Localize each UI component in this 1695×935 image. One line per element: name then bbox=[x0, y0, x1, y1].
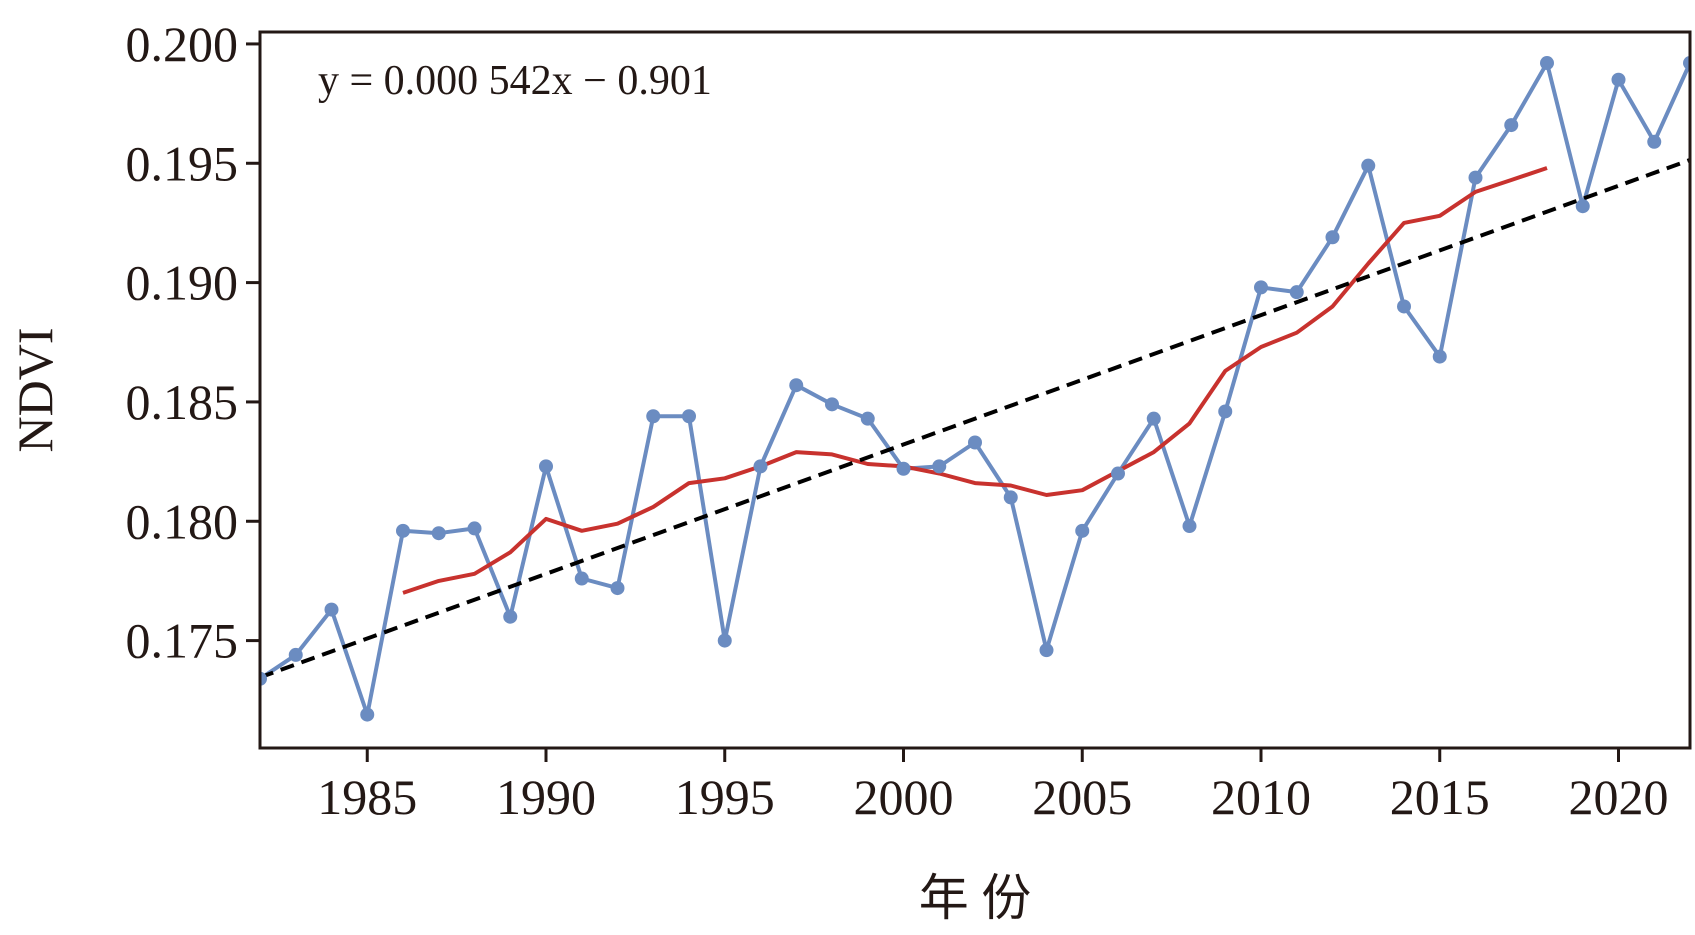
y-tick-label-0.175: 0.175 bbox=[126, 613, 239, 669]
y-tick-label-0.185: 0.185 bbox=[126, 374, 239, 430]
y-tick-label-0.195: 0.195 bbox=[126, 135, 239, 191]
x-tick-label-1990: 1990 bbox=[496, 769, 596, 825]
observed-point-1994 bbox=[682, 409, 696, 424]
y-tick-label-0.200: 0.200 bbox=[126, 16, 239, 72]
observed-point-2005 bbox=[1075, 523, 1090, 538]
observed-point-2006 bbox=[1111, 466, 1125, 481]
observed-point-1998 bbox=[825, 397, 839, 412]
observed-point-2022 bbox=[1683, 56, 1690, 71]
x-tick-label-2000: 2000 bbox=[854, 769, 954, 825]
observed-point-1988 bbox=[467, 521, 482, 536]
plot-area bbox=[260, 56, 1690, 722]
x-axis-title: 年 份 bbox=[919, 870, 1032, 926]
observed-point-2010 bbox=[1254, 280, 1268, 295]
observed-point-2013 bbox=[1361, 158, 1376, 173]
y-tick-label-0.180: 0.180 bbox=[126, 493, 239, 549]
observed-point-1991 bbox=[574, 571, 589, 586]
plot-frame bbox=[258, 30, 1692, 750]
observed-point-1992 bbox=[610, 581, 625, 596]
observed-point-1987 bbox=[431, 526, 446, 541]
observed-point-2015 bbox=[1432, 349, 1447, 364]
observed-point-2021 bbox=[1647, 134, 1662, 149]
observed-point-1989 bbox=[503, 609, 518, 624]
x-tick-label-2005: 2005 bbox=[1032, 769, 1132, 825]
observed-point-1999 bbox=[860, 411, 875, 426]
observed-point-1986 bbox=[396, 523, 410, 538]
trend-equation: y = 0.000 542x − 0.901 bbox=[318, 58, 712, 104]
observed-point-2000 bbox=[896, 461, 911, 476]
moving-average-line bbox=[402, 166, 1548, 595]
observed-point-2016 bbox=[1468, 170, 1483, 185]
y-tick-label-0.190: 0.190 bbox=[126, 255, 239, 311]
observed-point-1997 bbox=[789, 378, 804, 393]
observed-point-2003 bbox=[1003, 490, 1018, 505]
observed-ndvi-line bbox=[260, 61, 1690, 717]
observed-point-2002 bbox=[968, 435, 982, 450]
plot-layer bbox=[260, 56, 1690, 722]
x-tick-label-1985: 1985 bbox=[317, 769, 417, 825]
axes-layer: 1985 1990 1995 2000 2005 2010 2015 2020 0.175 0.1… bbox=[126, 16, 1669, 825]
x-tick-label-2010: 2010 bbox=[1211, 769, 1311, 825]
observed-point-2001 bbox=[932, 459, 947, 474]
observed-point-1993 bbox=[646, 409, 661, 424]
y-axis-title: NDVI bbox=[7, 328, 63, 453]
observed-point-2017 bbox=[1504, 118, 1519, 133]
x-tick-label-2020: 2020 bbox=[1569, 769, 1669, 825]
observed-point-2008 bbox=[1182, 519, 1197, 534]
observed-point-2019 bbox=[1575, 199, 1590, 214]
x-tick-label-2015: 2015 bbox=[1390, 769, 1490, 825]
observed-point-1995 bbox=[717, 633, 732, 648]
observed-point-1996 bbox=[753, 459, 768, 474]
observed-point-2014 bbox=[1397, 299, 1411, 314]
x-tick-label-1995: 1995 bbox=[675, 769, 775, 825]
observed-point-2004 bbox=[1039, 643, 1054, 658]
observed-point-2020 bbox=[1611, 72, 1626, 87]
observed-point-2009 bbox=[1218, 404, 1233, 419]
observed-point-2018 bbox=[1540, 56, 1554, 71]
observed-point-2007 bbox=[1146, 411, 1161, 426]
observed-point-1982 bbox=[260, 671, 267, 686]
observed-point-2011 bbox=[1289, 285, 1304, 300]
observed-point-2012 bbox=[1325, 230, 1340, 245]
linear-trend-line bbox=[260, 158, 1690, 680]
observed-point-1985 bbox=[360, 707, 375, 722]
observed-point-1984 bbox=[324, 602, 339, 617]
observed-point-1990 bbox=[539, 459, 553, 474]
observed-point-1983 bbox=[288, 647, 303, 662]
